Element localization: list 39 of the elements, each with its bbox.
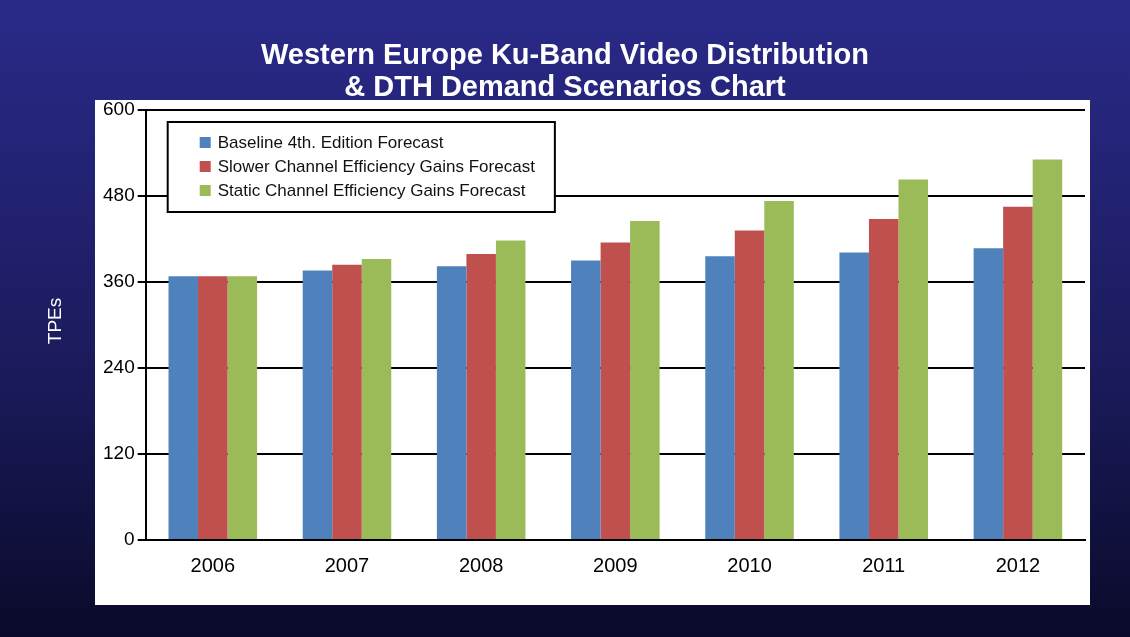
- x-tick-label: 2008: [458, 553, 504, 576]
- x-tick-label: 2011: [862, 553, 906, 576]
- legend-label: Baseline 4th. Edition Forecast: [217, 132, 444, 152]
- bar: [1003, 206, 1033, 539]
- x-tick-label: 2007: [324, 553, 370, 576]
- bar: [630, 221, 660, 539]
- bar: [302, 270, 333, 539]
- y-tick-label: 0: [124, 528, 135, 550]
- bar: [332, 264, 362, 539]
- x-tick-label: 2009: [593, 553, 638, 576]
- bar: [466, 254, 496, 539]
- bar: [600, 242, 631, 539]
- bar: [495, 240, 526, 539]
- y-tick-label: 120: [103, 442, 135, 464]
- y-tick-label: 240: [103, 356, 135, 378]
- x-tick-label: 2006: [190, 553, 236, 576]
- legend-label: Slower Channel Efficiency Gains Forecast: [217, 156, 536, 176]
- bar: [839, 252, 869, 539]
- y-tick-label: 360: [103, 270, 135, 292]
- bar: [898, 179, 928, 539]
- bar: [705, 256, 735, 539]
- bar: [973, 248, 1004, 539]
- bar: [868, 218, 899, 539]
- bar: [764, 201, 794, 539]
- bar: [734, 230, 765, 539]
- chart-title: Western Europe Ku-Band Video Distribution & DTH Demand Scenarios Chart: [261, 38, 869, 102]
- bar: [227, 276, 258, 539]
- y-tick-label: 600: [103, 98, 135, 120]
- bar: [571, 260, 601, 539]
- y-axis-title: TPEs: [44, 297, 67, 345]
- bar: [1032, 159, 1063, 539]
- bar: [168, 276, 199, 539]
- bar: [436, 266, 467, 539]
- bar: [198, 276, 228, 539]
- x-tick-label: 2012: [995, 553, 1041, 576]
- bar: [361, 259, 392, 539]
- x-tick-label: 2010: [727, 553, 772, 576]
- y-tick-label: 480: [103, 184, 135, 206]
- legend-label: Static Channel Efficiency Gains Forecast: [217, 180, 526, 200]
